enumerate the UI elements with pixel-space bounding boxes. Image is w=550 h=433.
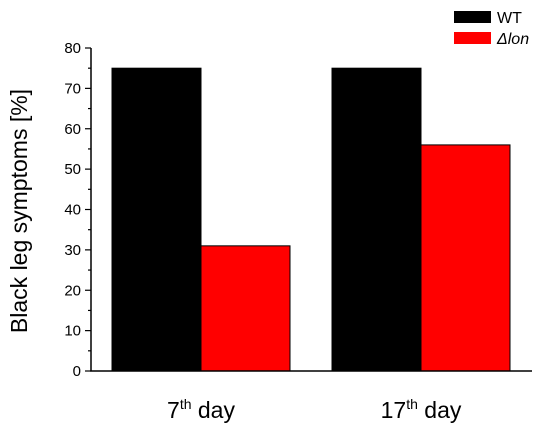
legend-label-1: Δlon — [496, 31, 529, 48]
bar-wt-1 — [331, 67, 422, 372]
y-tick-label: 0 — [73, 363, 81, 380]
y-tick-label: 50 — [64, 161, 81, 178]
y-tick-label: 40 — [64, 202, 81, 219]
legend-label-0: WT — [497, 10, 522, 27]
y-axis-label: Black leg symptoms [%] — [6, 89, 32, 333]
y-tick-label: 60 — [64, 121, 81, 138]
x-category-label: 7th day — [167, 396, 235, 423]
y-tick-label: 70 — [64, 80, 81, 97]
y-tick-label: 30 — [64, 242, 81, 259]
legend-swatch-1 — [454, 32, 491, 44]
bar-wt-0 — [111, 67, 202, 372]
legend-swatch-0 — [454, 11, 491, 23]
bar-group — [111, 67, 511, 372]
x-category-label: 17th day — [381, 396, 462, 423]
x-axis-labels: 7th day 17th day — [167, 396, 462, 423]
bar-dlon-0 — [200, 245, 291, 372]
y-tick-label: 10 — [64, 323, 81, 340]
y-axis-ticks: 0 10 20 30 40 50 60 70 80 — [64, 40, 91, 380]
bar-dlon-1 — [420, 144, 511, 372]
chart-legend: WT Δlon — [454, 10, 529, 48]
y-tick-label: 20 — [64, 282, 81, 299]
y-tick-label: 80 — [64, 40, 81, 57]
